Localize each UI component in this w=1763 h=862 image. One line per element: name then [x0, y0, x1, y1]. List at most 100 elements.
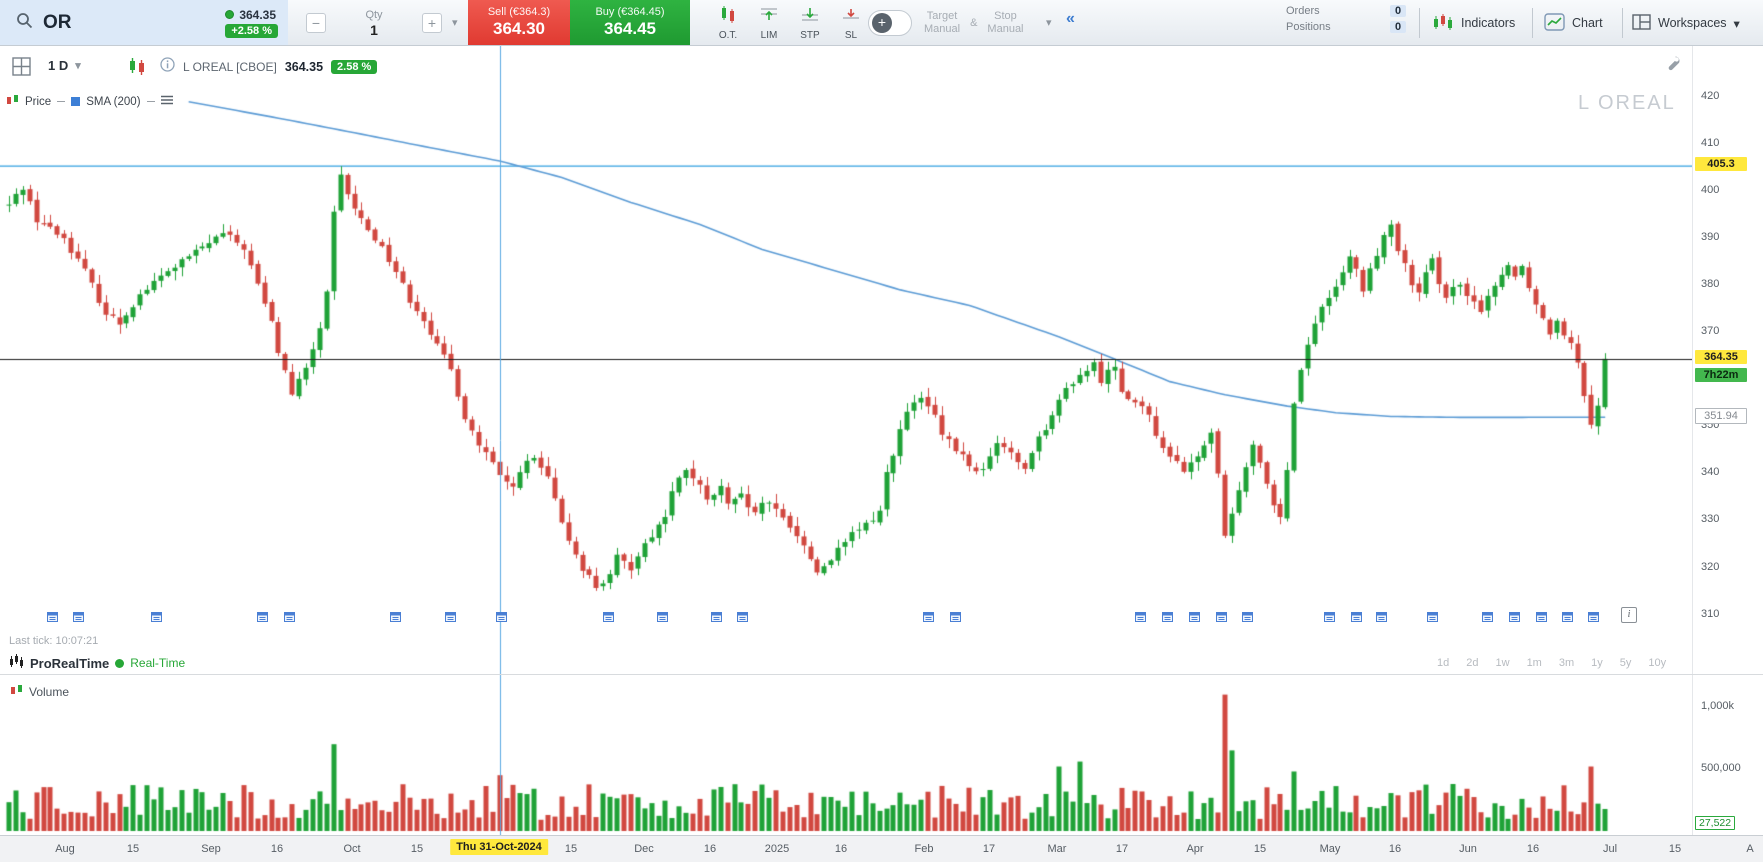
- event-calendar-icon[interactable]: [1509, 609, 1520, 622]
- chart-settings-wrench-icon[interactable]: [1662, 54, 1682, 79]
- stop-mode[interactable]: Stop Manual: [987, 10, 1024, 35]
- timeframe-selector[interactable]: 1 D ▾: [48, 58, 81, 73]
- order-panel-chevron-icon[interactable]: ▾: [452, 17, 458, 29]
- volume-axis-tick: 1,000k: [1701, 700, 1735, 712]
- event-calendar-icon[interactable]: [73, 609, 84, 622]
- range-button-1y[interactable]: 1y: [1591, 657, 1603, 669]
- chart-layout-icon[interactable]: [12, 57, 31, 81]
- order-ticket-icon: [718, 5, 738, 28]
- legend-list-icon[interactable]: [160, 95, 173, 108]
- sell-price: 364.30: [493, 19, 545, 38]
- x-axis-label: 15: [126, 843, 140, 855]
- event-calendar-icon[interactable]: [1242, 609, 1253, 622]
- event-calendar-icon[interactable]: [1351, 609, 1362, 622]
- x-axis-label: 15: [564, 843, 578, 855]
- volume-pane-label: Volume: [29, 684, 70, 699]
- sma-legend-swatch: [71, 97, 81, 106]
- sma-legend-label[interactable]: SMA (200): [86, 95, 141, 108]
- price-legend-label[interactable]: Price: [25, 95, 52, 108]
- event-calendar-icon[interactable]: [151, 609, 162, 622]
- x-axis-label: Feb: [914, 843, 934, 855]
- range-button-3m[interactable]: 3m: [1558, 657, 1575, 669]
- event-calendar-icon[interactable]: [1135, 609, 1146, 622]
- positions-row[interactable]: Positions 0: [1286, 21, 1406, 33]
- events-info-button[interactable]: i: [1621, 607, 1637, 623]
- range-button-10y[interactable]: 10y: [1648, 657, 1667, 669]
- price-volume-chart-canvas[interactable]: [0, 46, 1692, 835]
- price-axis-tick: 380: [1701, 278, 1720, 291]
- x-axis-label: A: [1746, 843, 1754, 855]
- event-calendar-icon[interactable]: [284, 609, 295, 622]
- range-button-1d[interactable]: 1d: [1437, 657, 1450, 669]
- range-button-1m[interactable]: 1m: [1526, 657, 1542, 669]
- orders-row[interactable]: Orders 0: [1286, 5, 1406, 17]
- event-calendar-icon[interactable]: [1562, 609, 1573, 622]
- last-tick-text: Last tick: 10:07:21: [9, 635, 99, 647]
- limit-order-icon: [759, 6, 779, 28]
- volume-pane-header[interactable]: Volume: [10, 684, 69, 699]
- qty-value[interactable]: 1: [370, 21, 378, 38]
- event-calendar-icon[interactable]: [950, 609, 961, 622]
- ticker-symbol: OR: [43, 11, 72, 33]
- provider-name[interactable]: ProRealTime: [30, 655, 110, 671]
- event-calendar-icon[interactable]: [1324, 609, 1335, 622]
- target-mode[interactable]: Target Manual: [924, 10, 961, 35]
- event-calendar-icon[interactable]: [711, 609, 722, 622]
- chart-button[interactable]: Chart: [1544, 0, 1603, 46]
- event-calendar-icon[interactable]: [390, 609, 401, 622]
- order-type-ot[interactable]: O.T.: [712, 5, 744, 41]
- realtime-status-text: Real-Time: [130, 656, 186, 670]
- event-calendar-icon[interactable]: [47, 609, 58, 622]
- add-order-toggle[interactable]: +: [868, 10, 912, 36]
- event-calendar-icon[interactable]: [257, 609, 268, 622]
- chart-style-icon[interactable]: [126, 57, 148, 81]
- workspaces-button[interactable]: Workspaces ▾: [1632, 0, 1740, 46]
- time-axis[interactable]: Aug 15 Sep 16 Oct 15 Thu 31-Oct-2024 15 Dec 16 202…: [0, 835, 1763, 862]
- order-type-limit[interactable]: LIM: [753, 6, 785, 41]
- event-calendar-icon[interactable]: [737, 609, 748, 622]
- pane-separator[interactable]: [0, 674, 1763, 675]
- price-axis[interactable]: 27,522 420410400390380370360350340330320…: [1692, 46, 1763, 835]
- range-button-5y[interactable]: 5y: [1619, 657, 1632, 669]
- event-calendar-icon[interactable]: [1189, 609, 1200, 622]
- qty-minus-button[interactable]: −: [306, 13, 326, 33]
- sell-button[interactable]: Sell (€364.3) 364.30: [468, 0, 570, 45]
- order-type-stop[interactable]: STP: [794, 6, 826, 41]
- search-icon[interactable]: [16, 12, 33, 34]
- buy-price: 364.45: [604, 19, 656, 38]
- ampersand: &: [970, 17, 978, 29]
- candle-countdown-label: 7h22m: [1695, 367, 1747, 382]
- trade-options-chevron-icon[interactable]: ▾: [1046, 17, 1052, 29]
- event-calendar-icon[interactable]: [1376, 609, 1387, 622]
- event-calendar-icon[interactable]: [1427, 609, 1438, 622]
- collapse-panel-button[interactable]: «: [1066, 10, 1075, 27]
- event-calendar-icon[interactable]: [1536, 609, 1547, 622]
- instrument-watermark: L OREAL: [1578, 92, 1676, 114]
- event-calendar-icon[interactable]: [923, 609, 934, 622]
- indicators-button[interactable]: Indicators: [1432, 0, 1515, 46]
- buy-button[interactable]: Buy (€364.45) 364.45: [570, 0, 690, 45]
- event-calendar-icon[interactable]: [1216, 609, 1227, 622]
- event-calendar-icon[interactable]: [657, 609, 668, 622]
- event-calendar-icon[interactable]: [1588, 609, 1599, 622]
- indicators-icon: [1432, 13, 1454, 34]
- range-button-2d[interactable]: 2d: [1466, 657, 1479, 669]
- x-axis-label: 16: [703, 843, 717, 855]
- event-calendar-icon[interactable]: [496, 609, 507, 622]
- qty-plus-button[interactable]: +: [422, 13, 442, 33]
- legend-divider: [146, 101, 155, 102]
- x-axis-label: 17: [982, 843, 996, 855]
- toolbar-divider: [1419, 8, 1420, 38]
- instrument-name: L OREAL [CBOE]: [183, 60, 277, 74]
- range-button-1w[interactable]: 1w: [1495, 657, 1510, 669]
- instrument-selector[interactable]: OR 364.35 +2.58 %: [0, 0, 288, 45]
- prorealtime-logo-icon: [9, 653, 24, 673]
- event-calendar-icon[interactable]: [1482, 609, 1493, 622]
- x-axis-label: 16: [834, 843, 848, 855]
- event-calendar-icon[interactable]: [445, 609, 456, 622]
- instrument-info-bar[interactable]: L OREAL [CBOE] 364.35 2.58 %: [160, 57, 378, 77]
- event-calendar-icon[interactable]: [1162, 609, 1173, 622]
- event-calendar-icon[interactable]: [603, 609, 614, 622]
- crosshair-date-label: Thu 31-Oct-2024: [450, 839, 548, 855]
- order-type-stoploss[interactable]: SL: [835, 6, 867, 41]
